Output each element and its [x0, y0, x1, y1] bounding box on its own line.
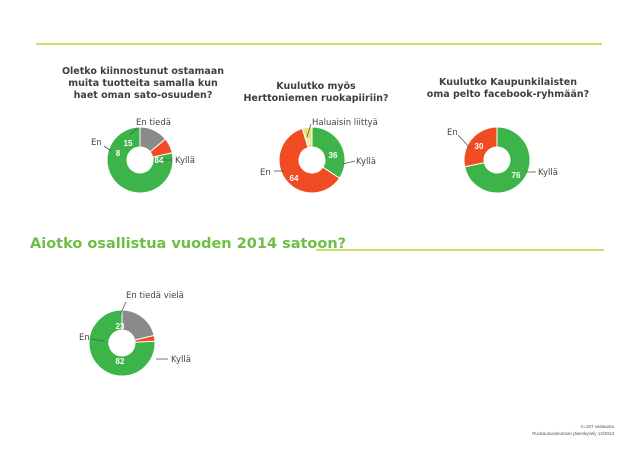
- donut-1-value-3: 15: [124, 139, 133, 148]
- donut-2-label-2: En: [260, 168, 271, 178]
- question-1-line: muita tuotteita samalla kun: [68, 78, 218, 89]
- donut-1-value-1: 84: [155, 156, 164, 165]
- donut-1-value-2: 8: [116, 149, 121, 158]
- donut-2-label-1: Kyllä: [356, 157, 376, 167]
- donut-2-leader-3: [306, 123, 312, 138]
- donut-1-label-3: En tiedä: [136, 118, 171, 128]
- donut-4-leader-2: [90, 338, 105, 342]
- donut-2-label-3: Haluaisin liittyä: [312, 118, 378, 128]
- donut-1-leader-2: [103, 145, 112, 152]
- question-1: Oletko kiinnostunut ostamaan muita tuott…: [58, 66, 228, 102]
- question-1-line: haet oman sato-osuuden?: [73, 90, 213, 101]
- donut-3-slice-1: [464, 126, 531, 194]
- question-1-line: Oletko kiinnostunut ostamaan: [61, 66, 225, 77]
- donut-1-slice-3: [139, 126, 167, 153]
- question-3-line: Kuulutko Kaupunkilaisten: [439, 77, 577, 88]
- donut-4-value-3: 23: [116, 322, 125, 331]
- donut-2-value-2: 64: [290, 174, 299, 183]
- question-2: Kuulutko myös Herttoniemen ruokapiiriin?: [228, 81, 404, 105]
- donut-2-value-3: 5: [306, 138, 311, 147]
- donut-2-slice-2: [278, 127, 341, 194]
- donut-4-label-3: En tiedä vielä: [126, 291, 184, 301]
- question-2-line: Kuulutko myös: [276, 81, 356, 92]
- donut-1-leader-3: [129, 127, 138, 136]
- donut-1-label-1: Kyllä: [175, 156, 195, 166]
- donut-4-label-1: Kyllä: [171, 355, 191, 365]
- donut-4-slice-1: [88, 309, 156, 377]
- donut-2-slice-3: [301, 126, 313, 149]
- donut-3-label-1: Kyllä: [538, 168, 558, 178]
- donut-4-value-1: 82: [116, 357, 125, 366]
- donut-2-leader-1: [342, 160, 356, 165]
- question-3: Kuulutko Kaupunkilaisten oma pelto faceb…: [418, 77, 598, 101]
- donut-1-slice-1: [106, 126, 174, 194]
- donut-2-slice-1: [311, 126, 346, 179]
- donut-4-slice-3: [121, 309, 155, 341]
- donut-3-value-2: 30: [475, 142, 484, 151]
- donut-3-slice-2: [463, 126, 498, 168]
- donut-4-label-2: En: [79, 333, 90, 343]
- section-rule: [316, 249, 604, 251]
- donut-1-label-2: En: [91, 138, 102, 148]
- top-rule: [36, 43, 602, 45]
- donut-3-value-1: 76: [512, 171, 521, 180]
- donut-3-leader-2: [457, 134, 471, 149]
- question-2-line: Herttoniemen ruokapiiriin?: [243, 93, 389, 104]
- donut-4-value-2: 3: [108, 338, 113, 347]
- footer-count: n=107 vastausta: [580, 424, 614, 429]
- footer-source: Ruokaosuuskunnan jäsenkysely 12/2013: [532, 431, 614, 436]
- question-3-line: oma pelto facebook-ryhmään?: [426, 89, 590, 100]
- section-title: Aiotko osallistua vuoden 2014 satoon?: [30, 236, 347, 252]
- donut-4-leader-3: [119, 301, 127, 316]
- donut-2-value-1: 36: [329, 151, 338, 160]
- donut-3-label-2: En: [447, 128, 458, 138]
